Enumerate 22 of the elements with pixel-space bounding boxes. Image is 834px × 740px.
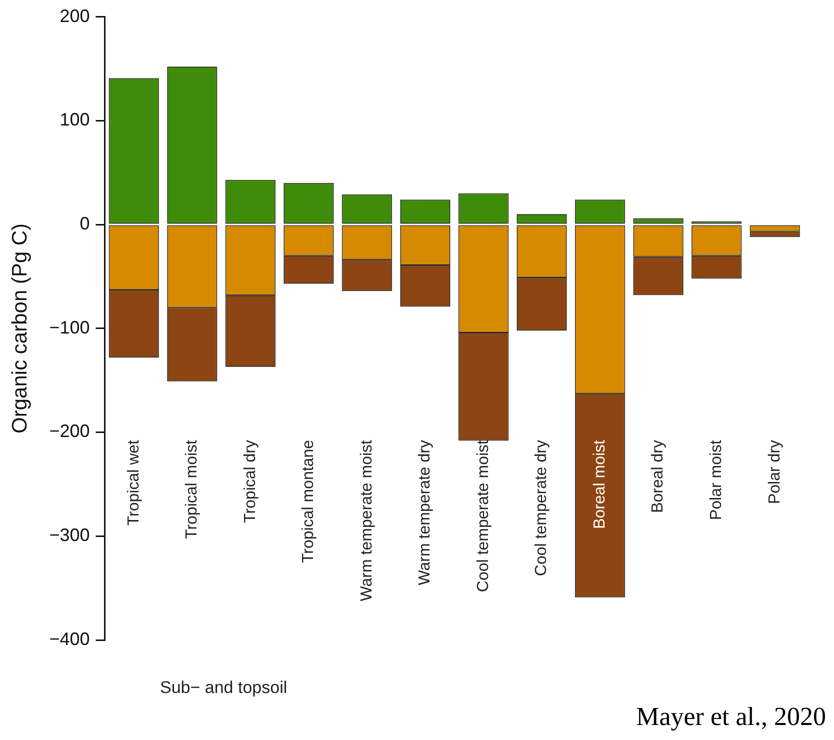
y-tick-label: 100 (60, 110, 90, 130)
x-tick-label: Tropical montane (300, 440, 318, 564)
x-tick-label: Tropical dry (242, 440, 259, 523)
y-tick-label: −200 (49, 421, 90, 442)
text: Sub− and topsoil (160, 678, 288, 698)
x-tick-label: Boreal dry (650, 440, 667, 513)
y-tick-label: −400 (49, 628, 90, 649)
x-tick-label: Warm temperate moist (358, 439, 376, 602)
x-tick-label: Cool temperate moist (474, 439, 492, 592)
y-tick-label: −100 (49, 317, 90, 338)
x-tick-label: Warm temperate dry (416, 440, 434, 586)
x-tick-label: Polar dry (766, 440, 784, 504)
x-tick-label: Tropical wet (125, 439, 142, 526)
x-tick-label: Cool temperate dry (533, 440, 550, 576)
y-tick-label: −300 (49, 525, 90, 546)
y-axis-title: Organic carbon (Pg C) (8, 223, 32, 434)
y-tick-label: 0 (80, 214, 90, 234)
text: Mayer et al., 2020 (636, 702, 826, 732)
y-tick-label: 200 (60, 6, 90, 26)
x-tick-label: Tropical moist (184, 439, 201, 539)
x-tick-label: Boreal moist (591, 439, 608, 529)
x-tick-label: Polar moist (708, 439, 725, 520)
